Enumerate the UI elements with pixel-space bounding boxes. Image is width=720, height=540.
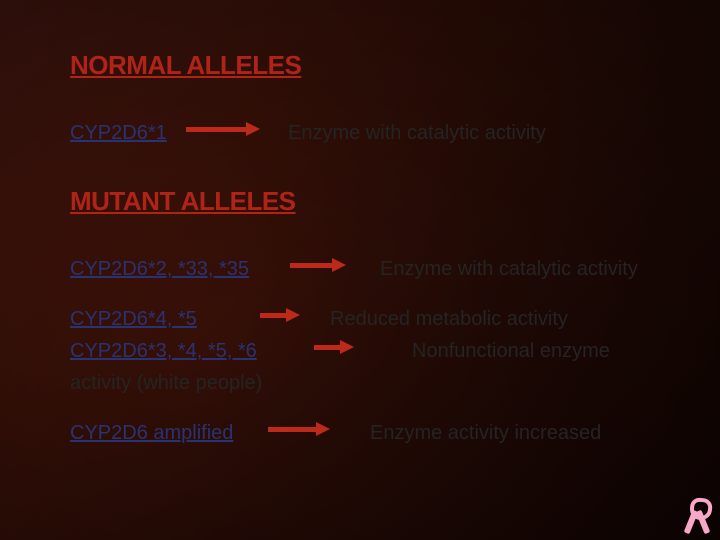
pink-ribbon-icon (676, 496, 716, 536)
allele-mutant-1: CYP2D6*4, *5 (70, 308, 197, 330)
allele-mutant-0: CYP2D6*2, *33, *35 (70, 258, 249, 280)
row-mutant-2: CYP2D6*3, *4, *5, *6 (70, 340, 257, 363)
arrow-shaft (290, 263, 332, 268)
row-normal-0: CYP2D6*1 (70, 122, 167, 145)
arrow-shaft (260, 313, 286, 318)
desc-mutant-4: Enzyme activity increased (370, 422, 601, 445)
arrow-head (246, 122, 260, 136)
allele-mutant-4: CYP2D6 amplified (70, 422, 233, 444)
slide: NORMAL ALLELES CYP2D6*1 Enzyme with cata… (0, 0, 720, 540)
arrow-head (332, 258, 346, 272)
allele-mutant-2: CYP2D6*3, *4, *5, *6 (70, 340, 257, 362)
desc-normal-0: Enzyme with catalytic activity (288, 122, 546, 145)
arrow-head (316, 422, 330, 436)
arrow-shaft (268, 427, 316, 432)
row-mutant-3-plain: activity (white people) (70, 372, 262, 395)
allele-normal-0: CYP2D6*1 (70, 122, 167, 144)
desc-mutant-0: Enzyme with catalytic activity (380, 258, 638, 281)
arrow-head (286, 308, 300, 322)
heading-mutant-alleles: MUTANT ALLELES (70, 186, 296, 217)
desc-mutant-1: Reduced metabolic activity (330, 308, 568, 331)
heading-normal-alleles: NORMAL ALLELES (70, 50, 301, 81)
arrow-head (340, 340, 354, 354)
row-mutant-4: CYP2D6 amplified (70, 422, 233, 445)
arrow-shaft (314, 345, 340, 350)
row-mutant-1: CYP2D6*4, *5 (70, 308, 197, 331)
row-mutant-0: CYP2D6*2, *33, *35 (70, 258, 249, 281)
arrow-shaft (186, 127, 246, 132)
desc-mutant-2: Nonfunctional enzyme (412, 340, 610, 363)
